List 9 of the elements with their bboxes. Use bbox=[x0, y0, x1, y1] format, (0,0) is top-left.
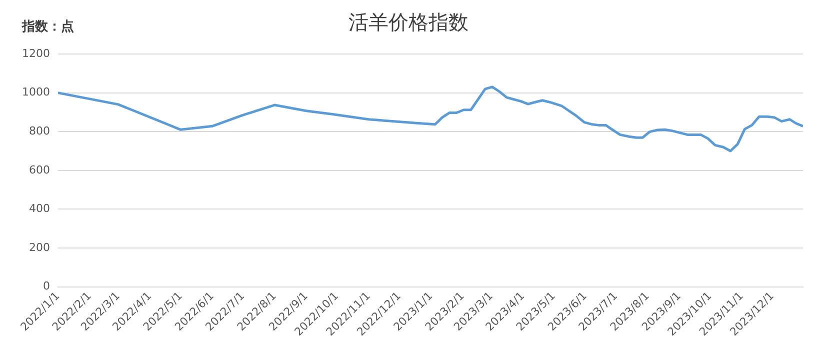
y-tick-label: 800 bbox=[28, 124, 50, 138]
y-tick-label: 1000 bbox=[22, 86, 50, 99]
y-tick-label: 200 bbox=[28, 240, 50, 254]
y-axis-title: 指数：点 bbox=[21, 18, 74, 34]
y-tick-label: 0 bbox=[42, 280, 50, 293]
y-tick-label: 1200 bbox=[22, 46, 50, 60]
chart-title: 活羊价格指数 bbox=[348, 10, 468, 34]
y-tick-label: 400 bbox=[28, 202, 50, 216]
y-tick-label: 600 bbox=[28, 163, 50, 176]
